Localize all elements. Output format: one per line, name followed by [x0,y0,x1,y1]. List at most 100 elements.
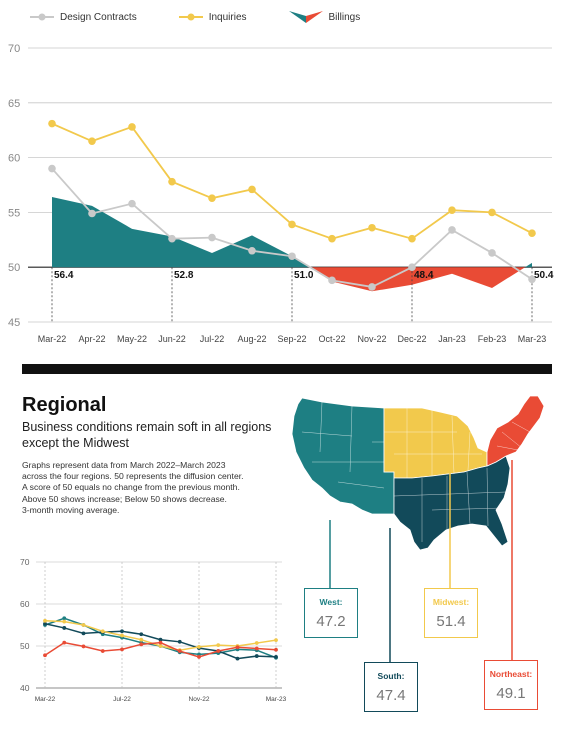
x-tick-label: Nov-22 [189,696,210,703]
data-point [448,226,456,234]
y-tick-label: 65 [8,98,20,110]
data-point [177,639,182,644]
billings-area-segment [172,236,212,268]
legend-label: Billings [328,11,361,23]
data-point [81,631,86,636]
data-point [448,206,456,215]
billings-area-segment [452,267,492,289]
us-region-map [291,395,545,551]
data-point [100,629,105,634]
legend-item-design-contracts: Design Contracts [30,10,137,24]
northeast-value-box: Northeast: 49.1 [484,660,538,710]
x-tick-label: Feb-23 [478,334,507,344]
x-tick-label: Jul-22 [113,696,131,703]
y-tick-label: 55 [8,207,20,219]
legend-label: Inquiries [208,11,247,23]
description-line: Graphs represent data from March 2022–Ma… [22,460,226,470]
data-point [128,199,136,208]
midwest-value-box: Midwest: 51.4 [424,588,478,638]
northeast-label: Northeast: [489,669,533,679]
data-point [139,637,144,642]
data-point [216,643,221,648]
x-tick-label: Apr-22 [78,334,105,344]
south-value: 47.4 [376,687,406,704]
data-point [43,621,47,626]
midwest-label: Midwest: [432,597,470,607]
legend-item-inquiries: Inquiries [178,10,247,24]
data-point [235,645,240,650]
data-point [288,252,296,261]
data-point [177,649,182,653]
description-line: A score of 50 equals no change from the … [22,482,240,493]
legend-line-marker-icon [30,13,54,21]
x-tick-label: Mar-22 [35,696,56,703]
data-point [328,276,336,285]
data-point [168,177,176,186]
data-point [408,263,416,272]
billings-value-label: 50.4 [534,270,554,281]
data-point [488,249,496,257]
billings-area-segment [372,267,412,292]
data-point [254,641,259,645]
data-point [139,642,144,647]
data-point [274,647,278,652]
y-tick-label: 50 [20,641,30,651]
x-tick-label: Nov-22 [357,334,386,344]
data-point [43,653,47,658]
data-point [368,283,376,291]
data-point [208,233,216,242]
regional-line-chart: 40 50 60 70 Mar-22 Jul-22 Nov-22 Mar-23 [20,557,287,703]
data-point [528,229,536,238]
billings-value-label: 52.8 [174,270,194,281]
y-tick-label: 60 [8,153,20,165]
data-point [158,644,163,648]
west-value: 47.2 [316,613,346,630]
data-point [100,649,105,653]
data-point [81,644,86,649]
billings-area-segment [525,262,532,268]
x-tick-label: May-22 [117,334,147,344]
data-point [288,220,296,229]
data-point [62,619,67,624]
map-region-midwest [383,407,488,479]
billings-area-segment [92,205,132,268]
data-point [197,655,201,659]
west-value-box: West: 47.2 [304,588,358,638]
map-region-northeast [486,395,545,467]
south-label: South: [377,671,405,681]
x-tick-label: Jun-22 [158,334,186,344]
billings-area-segment [132,228,172,268]
billings-area-segment [492,267,526,289]
regional-description: Graphs represent data from March 2022–Ma… [22,460,292,516]
northeast-value: 49.1 [496,685,526,702]
x-tick-label: Oct-22 [318,334,345,344]
x-tick-label: Jan-23 [438,334,466,344]
data-point [328,234,336,243]
data-point [43,618,47,623]
y-tick-label: 70 [20,557,30,567]
data-point [248,246,256,255]
data-point [81,623,86,627]
west-label: West: [319,597,343,607]
legend-label: Design Contracts [60,11,137,23]
map-region-south [393,455,511,551]
south-value-box: South: 47.4 [364,662,418,712]
billings-area-segment [212,235,252,268]
legend-area-swatch-icon [288,11,323,23]
x-tick-label: Mar-23 [518,334,547,344]
data-point [274,638,278,643]
data-point [158,637,163,642]
data-point [48,119,56,128]
data-point [197,644,201,649]
data-point [88,209,96,218]
billings-area-segment [52,197,92,268]
billings-value-label: 51.0 [294,270,314,281]
billings-area-segment [412,267,452,285]
y-tick-label: 45 [8,317,20,329]
billings-value-label: 56.4 [54,270,74,281]
data-point [208,194,216,202]
data-point [254,654,259,658]
map-region-west [291,397,395,515]
data-point [139,632,144,637]
x-tick-label: Mar-23 [266,696,287,703]
